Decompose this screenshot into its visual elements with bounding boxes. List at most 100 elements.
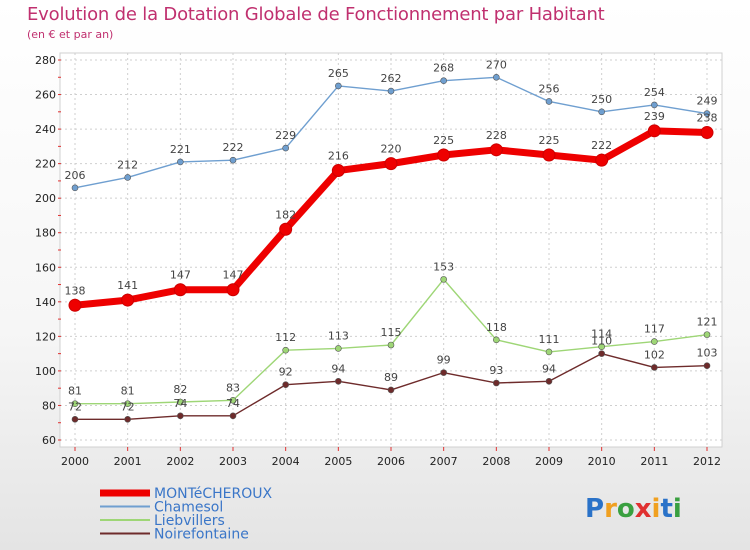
x-tick-label: 2001 — [114, 455, 142, 468]
data-point — [229, 396, 237, 404]
data-point — [282, 381, 289, 389]
data-point — [598, 343, 605, 351]
data-label: 111 — [539, 333, 560, 346]
data-point — [124, 174, 131, 181]
data-label: 228 — [486, 129, 507, 142]
data-label: 94 — [331, 362, 345, 375]
y-tick-label: 180 — [35, 227, 56, 240]
data-label: 220 — [381, 143, 402, 156]
y-tick-label: 240 — [35, 123, 56, 136]
data-point — [124, 415, 131, 423]
x-tick-label: 2002 — [166, 455, 194, 468]
data-label: 103 — [697, 347, 718, 360]
data-point — [384, 157, 398, 171]
y-tick-label: 200 — [35, 192, 56, 205]
data-point — [177, 412, 184, 420]
data-point — [124, 400, 131, 408]
data-label: 141 — [117, 279, 138, 292]
data-point — [545, 98, 553, 105]
x-tick-label: 2006 — [377, 455, 405, 468]
x-tick-label: 2008 — [482, 455, 510, 468]
data-label: 229 — [275, 129, 296, 142]
y-tick-label: 120 — [35, 330, 56, 343]
data-label: 182 — [275, 208, 296, 221]
y-tick-label: 220 — [35, 158, 56, 171]
data-label: 113 — [328, 329, 349, 342]
brand-logo: Proxiti — [585, 494, 682, 524]
legend-label: Noirefontaine — [154, 527, 249, 543]
data-point — [282, 144, 289, 152]
data-point — [700, 126, 714, 140]
legend-label: Chamesol — [154, 500, 223, 516]
data-point — [387, 87, 395, 95]
data-label: 147 — [223, 269, 244, 282]
data-point — [542, 148, 556, 162]
data-point — [68, 298, 82, 312]
y-tick-label: 280 — [35, 54, 56, 67]
data-point — [331, 164, 345, 178]
data-label: 89 — [384, 371, 398, 384]
data-point — [229, 156, 237, 164]
data-label: 81 — [68, 385, 82, 398]
data-label: 221 — [170, 143, 191, 156]
data-point — [545, 377, 553, 385]
x-tick-label: 2004 — [272, 455, 300, 468]
data-label: 121 — [697, 316, 718, 329]
x-tick-label: 2009 — [535, 455, 563, 468]
data-point — [647, 124, 661, 138]
data-label: 239 — [644, 110, 665, 123]
data-label: 110 — [591, 335, 612, 348]
data-point — [335, 345, 342, 352]
data-point — [335, 82, 342, 90]
data-point — [493, 73, 500, 81]
data-label: 250 — [591, 93, 612, 106]
data-label: 222 — [223, 141, 244, 154]
data-label: 74 — [173, 397, 187, 410]
data-label: 81 — [121, 385, 135, 398]
data-label: 115 — [381, 326, 402, 339]
data-label: 256 — [539, 82, 560, 95]
data-label: 72 — [68, 400, 82, 413]
data-point — [279, 222, 293, 236]
data-label: 72 — [121, 400, 135, 413]
data-label: 268 — [433, 62, 454, 75]
data-label: 206 — [65, 169, 86, 182]
data-point — [651, 364, 658, 371]
data-label: 112 — [275, 331, 296, 344]
data-label: 117 — [644, 323, 665, 336]
data-point — [493, 336, 500, 344]
y-tick-label: 80 — [42, 399, 56, 412]
data-point — [440, 77, 447, 85]
chart-title: Evolution de la Dotation Globale de Fonc… — [27, 4, 605, 25]
data-point — [651, 338, 658, 345]
data-point — [595, 153, 609, 167]
y-tick-label: 160 — [35, 261, 56, 274]
data-point — [598, 108, 605, 116]
x-tick-label: 2007 — [430, 455, 458, 468]
data-point — [121, 293, 135, 307]
data-label: 222 — [591, 139, 612, 152]
data-point — [387, 386, 395, 394]
data-label: 118 — [486, 321, 507, 334]
data-label: 94 — [542, 362, 556, 375]
y-tick-label: 260 — [35, 89, 56, 102]
data-point — [282, 346, 289, 354]
data-point — [71, 415, 79, 423]
data-point — [545, 348, 553, 356]
x-tick-label: 2010 — [588, 455, 616, 468]
data-point — [226, 283, 240, 297]
data-label: 82 — [173, 383, 187, 396]
data-label: 212 — [117, 158, 138, 171]
data-point — [440, 276, 447, 283]
data-label: 225 — [433, 134, 454, 147]
chart-subtitle: (en € et par an) — [27, 28, 114, 41]
x-tick-label: 2005 — [324, 455, 352, 468]
data-label: 74 — [226, 397, 240, 410]
data-point — [651, 101, 658, 109]
x-tick-label: 2012 — [693, 455, 721, 468]
legend-label: Liebvillers — [154, 513, 225, 529]
data-point — [387, 341, 395, 349]
data-point — [598, 350, 605, 357]
